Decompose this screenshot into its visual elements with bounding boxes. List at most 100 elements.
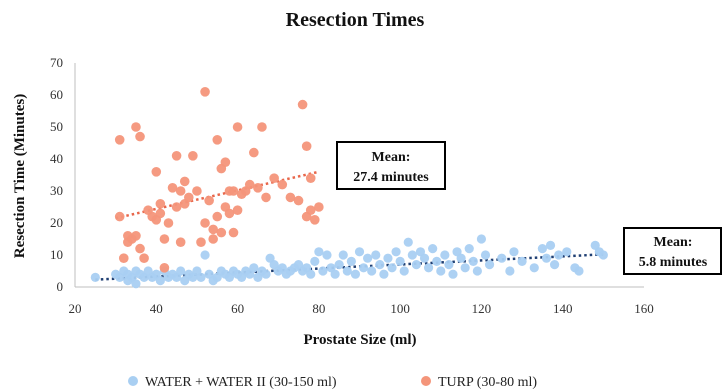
turp-point: [285, 192, 296, 203]
water-point: [598, 250, 608, 260]
chart-title: Resection Times: [286, 9, 425, 31]
turp-point: [257, 122, 267, 132]
turp-point: [293, 195, 304, 206]
annotation-water-mean: Mean: 5.8 minutes: [623, 227, 722, 275]
water-point: [387, 263, 397, 273]
water-point: [196, 272, 206, 282]
water-point: [549, 260, 560, 270]
water-point: [318, 266, 328, 276]
turp-point: [200, 87, 210, 97]
water-point: [363, 253, 373, 263]
water-point: [249, 263, 259, 273]
turp-point: [244, 179, 255, 190]
turp-point: [155, 199, 166, 209]
water-point: [322, 250, 332, 260]
turp-point: [135, 131, 145, 142]
water-point: [330, 269, 340, 279]
legend-marker: [128, 376, 138, 386]
turp-point: [204, 195, 214, 206]
water-point: [346, 256, 356, 266]
water-point: [529, 263, 539, 273]
water-point: [517, 256, 527, 266]
water-point: [306, 269, 316, 279]
water-point: [383, 253, 393, 263]
water-point: [342, 266, 352, 276]
water-point: [554, 250, 564, 260]
turp-point: [200, 218, 210, 228]
water-point: [354, 247, 365, 257]
turp-point: [277, 179, 288, 190]
y-tick-label: 60: [50, 87, 63, 102]
x-tick-label: 100: [390, 301, 410, 316]
turp-point: [179, 176, 190, 187]
turp-point: [212, 211, 223, 222]
turp-point: [159, 263, 170, 273]
turp-point: [249, 147, 259, 158]
water-point: [428, 244, 438, 254]
x-tick-label: 20: [69, 301, 82, 316]
y-tick-labels: 0 10 20 30 40 50 60 70: [50, 55, 63, 294]
x-tick-label: 120: [472, 301, 492, 316]
turp-point: [208, 224, 218, 235]
turp-point: [118, 253, 129, 263]
water-point: [419, 253, 430, 263]
turp-point: [159, 234, 170, 244]
turp-point: [208, 234, 218, 244]
water-point: [407, 250, 417, 260]
legend-item-turp: TURP (30-80 ml): [421, 375, 537, 390]
turp-point: [232, 122, 243, 132]
turp-point: [216, 227, 227, 238]
water-point: [90, 272, 100, 282]
turp-point: [305, 173, 316, 183]
water-point: [444, 260, 454, 270]
legend-label: WATER + WATER II (30-150 ml): [145, 375, 337, 390]
turp-point: [171, 202, 182, 212]
water-series-points: [90, 234, 608, 289]
turp-point: [261, 192, 271, 203]
turp-point: [192, 186, 202, 196]
water-point: [562, 247, 572, 257]
turp-point: [212, 135, 223, 145]
turp-point: [114, 135, 125, 145]
x-tick-label: 160: [634, 301, 654, 316]
turp-point: [220, 157, 231, 167]
x-axis-label: Prostate Size (ml): [303, 332, 416, 348]
y-tick-label: 70: [50, 55, 63, 70]
y-tick-label: 50: [50, 119, 63, 134]
turp-point: [114, 211, 125, 222]
water-point: [432, 256, 442, 266]
water-point: [436, 266, 446, 276]
turp-point: [151, 167, 162, 177]
water-point: [476, 234, 487, 244]
water-point: [464, 244, 474, 254]
water-point: [200, 250, 210, 260]
water-point: [509, 247, 519, 257]
water-point: [411, 260, 421, 270]
turp-point: [184, 192, 194, 203]
turp-point: [314, 202, 324, 212]
water-point: [334, 260, 344, 270]
turp-point: [297, 99, 308, 110]
annotation-turp-mean: Mean: 27.4 minutes: [336, 141, 446, 190]
turp-point: [305, 205, 316, 215]
water-point: [358, 263, 369, 273]
water-point: [468, 256, 478, 266]
water-point: [338, 250, 348, 260]
turp-point: [171, 151, 182, 161]
turp-point: [155, 208, 166, 219]
turp-point: [167, 183, 178, 193]
water-point: [155, 276, 165, 286]
y-tick-label: 30: [50, 183, 63, 198]
water-point: [399, 266, 409, 276]
x-tick-label: 60: [231, 301, 244, 316]
plot-area: 0 10 20 30 40 50 60 70 20 40 60 80 100 120 140 160: [50, 55, 654, 316]
water-point: [367, 266, 377, 276]
y-tick-label: 20: [50, 215, 63, 230]
turp-point: [309, 215, 320, 225]
turp-point: [163, 218, 174, 228]
water-point: [403, 237, 413, 247]
water-point: [371, 250, 381, 260]
water-point: [460, 263, 470, 273]
turp-point: [175, 186, 186, 196]
